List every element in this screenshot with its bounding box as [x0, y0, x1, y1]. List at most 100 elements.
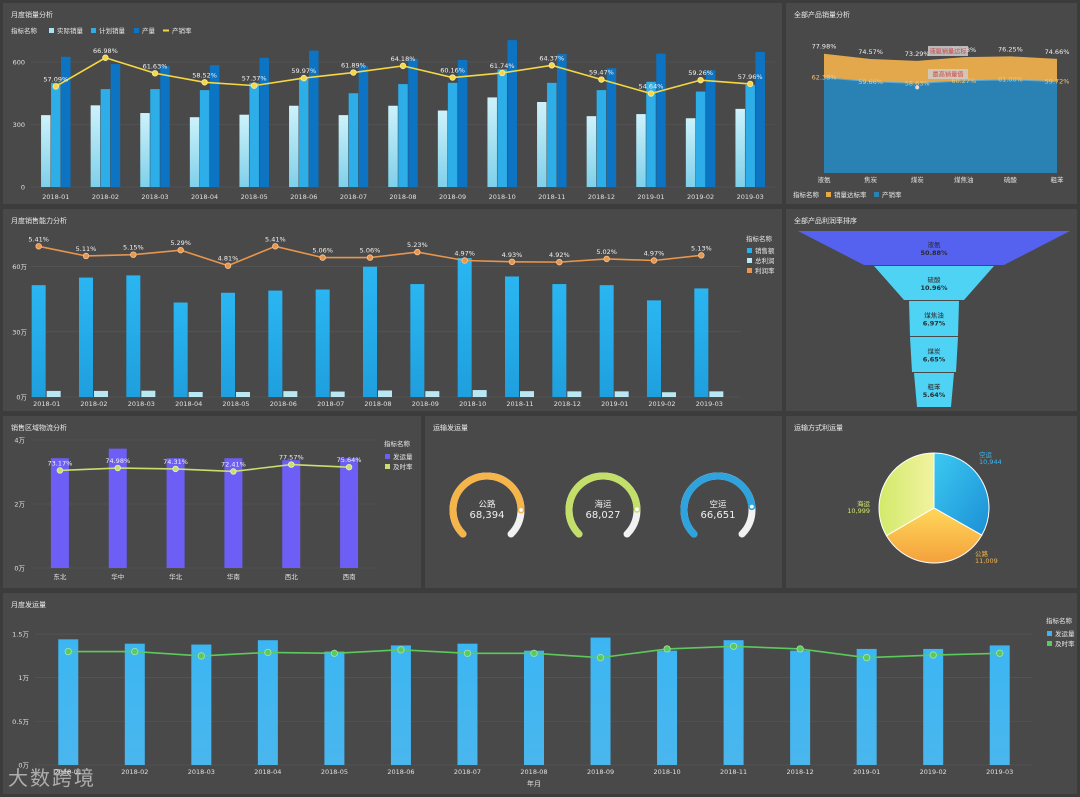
bar-sales	[221, 292, 235, 397]
profit-rate-label: 5.29%	[170, 239, 191, 247]
pie-slice	[878, 452, 935, 537]
gauge-fill	[565, 472, 641, 538]
profit-rate-point	[366, 254, 374, 261]
y-tick-label: 30万	[12, 328, 27, 336]
panel-transport-mode: 运输方式利运量 空运 10,944 公路 11,009 海运 10,999	[786, 416, 1077, 588]
bar-actual	[735, 108, 745, 187]
y-tick-label: 2万	[14, 501, 25, 509]
pie-label-value: 10,999	[847, 507, 870, 515]
y-tick-label: 0万	[14, 565, 25, 573]
bar-shipment	[224, 458, 243, 568]
rate-label: 59.97%	[291, 67, 316, 75]
bar-actual	[437, 110, 448, 187]
target-label: 77.98%	[812, 43, 837, 51]
bar-profit	[236, 392, 250, 397]
bar-shipment	[166, 458, 185, 568]
bar-monthly-shipment	[191, 644, 212, 765]
panel-sales-ability: 月度销售能力分析 0万 30万 60万 2018-01 2018-02 2018-03 20…	[3, 209, 782, 411]
bar-monthly-shipment	[124, 643, 145, 765]
target-label: 76.25%	[998, 45, 1023, 53]
x-tick-label: 2018-04	[191, 193, 218, 201]
legend-item-0-swatch	[49, 28, 54, 33]
x-tick-label: 2018-11	[538, 193, 565, 201]
bar-shipment	[50, 458, 69, 568]
ontime-label: 77.57%	[279, 454, 304, 462]
sell-rate-label: 59.66%	[858, 78, 883, 86]
funnel-name: 粗苯	[928, 382, 942, 391]
bar-produce	[61, 56, 71, 187]
bar-actual	[537, 102, 547, 187]
rate-label: 66.98%	[93, 47, 118, 55]
x-tick-label: 2018-11	[720, 768, 747, 776]
x-tick-label: 煤炭	[911, 175, 925, 184]
legend-item-shipment: 发运量	[393, 452, 413, 461]
profit-rate-label: 5.06%	[312, 247, 333, 255]
bar-sales	[505, 276, 519, 397]
bar-profit	[141, 390, 156, 397]
x-tick-label: 2018-10	[653, 768, 680, 776]
x-tick-label: 2018-09	[412, 400, 439, 408]
profit-rate-label: 5.41%	[265, 235, 286, 243]
product-sales-chart: 77.98%74.57%73.29%75.78%76.25%74.66%62.3…	[793, 43, 1069, 199]
bar-produce	[160, 66, 170, 187]
x-axis-label: 年月	[527, 779, 541, 788]
legend-item-profit-rate: 利润率	[755, 266, 775, 275]
legend-title: 指标名称	[746, 234, 773, 243]
chart-title: 全部产品销量分析	[794, 11, 850, 19]
bar-plan	[199, 90, 210, 187]
x-tick-label: 2019-02	[648, 400, 675, 408]
rate-point	[499, 69, 506, 77]
x-tick-label: 2018-03	[141, 193, 168, 201]
profit-rate-point	[650, 257, 658, 264]
pie-label-value: 10,944	[979, 458, 1002, 466]
bar-actual	[586, 116, 597, 187]
ontime-label: 75.64%	[337, 456, 362, 464]
tooltip-bg	[928, 46, 968, 56]
bar-monthly-shipment	[257, 640, 278, 765]
x-tick-label: 2018-11	[506, 400, 533, 408]
bar-profit	[283, 391, 298, 397]
bar-produce	[309, 50, 319, 187]
bar-profit	[709, 391, 724, 397]
bar-monthly-shipment	[856, 648, 877, 765]
bar-produce	[259, 57, 269, 188]
legend-item-ontime-swatch	[1047, 641, 1052, 646]
gauge-name: 海运	[594, 499, 612, 510]
legend-item-1-swatch	[91, 28, 96, 33]
bar-plan	[596, 90, 607, 187]
profit-rate-label: 4.92%	[549, 251, 570, 259]
profit-rate-label: 5.13%	[691, 244, 712, 252]
chart-title: 月度销量分析	[11, 11, 53, 19]
bar-sales	[268, 290, 283, 397]
panel-monthly-sales: 月度销量分析 指标名称 实际销量 计划销量 产量 产销率 0 300 600 2018-01 20…	[3, 3, 782, 204]
monthly-ship-chart: 0万 0.5万 1万 1.5万 2018-01 2018-02 2018-03 2018-04…	[12, 616, 1075, 788]
bar-plan	[398, 84, 408, 187]
ontime-point	[863, 654, 871, 662]
bar-monthly-shipment	[723, 640, 744, 765]
x-tick-label: 2018-01	[33, 400, 60, 408]
rate-point	[201, 79, 208, 86]
legend-item-rate-swatch	[874, 192, 879, 197]
bar-sales	[410, 284, 425, 397]
profit-rate-label: 4.97%	[644, 250, 665, 258]
x-tick-label: 2018-08	[389, 193, 416, 201]
profit-rate-label: 4.93%	[502, 251, 523, 259]
panel-product-sales: 全部产品销量分析 77.98%74.57%73.29%75.78%76.25%7…	[786, 3, 1077, 204]
funnel-value: 5.64%	[923, 391, 946, 399]
x-tick-label: 2018-12	[588, 193, 615, 201]
ontime-point	[530, 649, 538, 657]
x-tick-label: 2018-06	[270, 400, 297, 408]
profit-rate-point	[556, 258, 563, 266]
profit-rate-point	[82, 252, 90, 260]
bar-plan	[646, 81, 656, 187]
chart-title: 月度销售能力分析	[11, 217, 67, 225]
profit-rate-point	[698, 252, 705, 259]
bar-plan	[299, 77, 309, 187]
rate-point	[151, 70, 159, 77]
panel-monthly-ship: 月度发运量 0万 0.5万 1万 1.5万 2018-01 2018-02 2018-03 2…	[3, 593, 1077, 794]
bar-produce	[209, 65, 220, 187]
y-tick-label: 0	[21, 184, 25, 192]
rate-point	[449, 74, 456, 81]
ontime-point	[996, 649, 1004, 657]
